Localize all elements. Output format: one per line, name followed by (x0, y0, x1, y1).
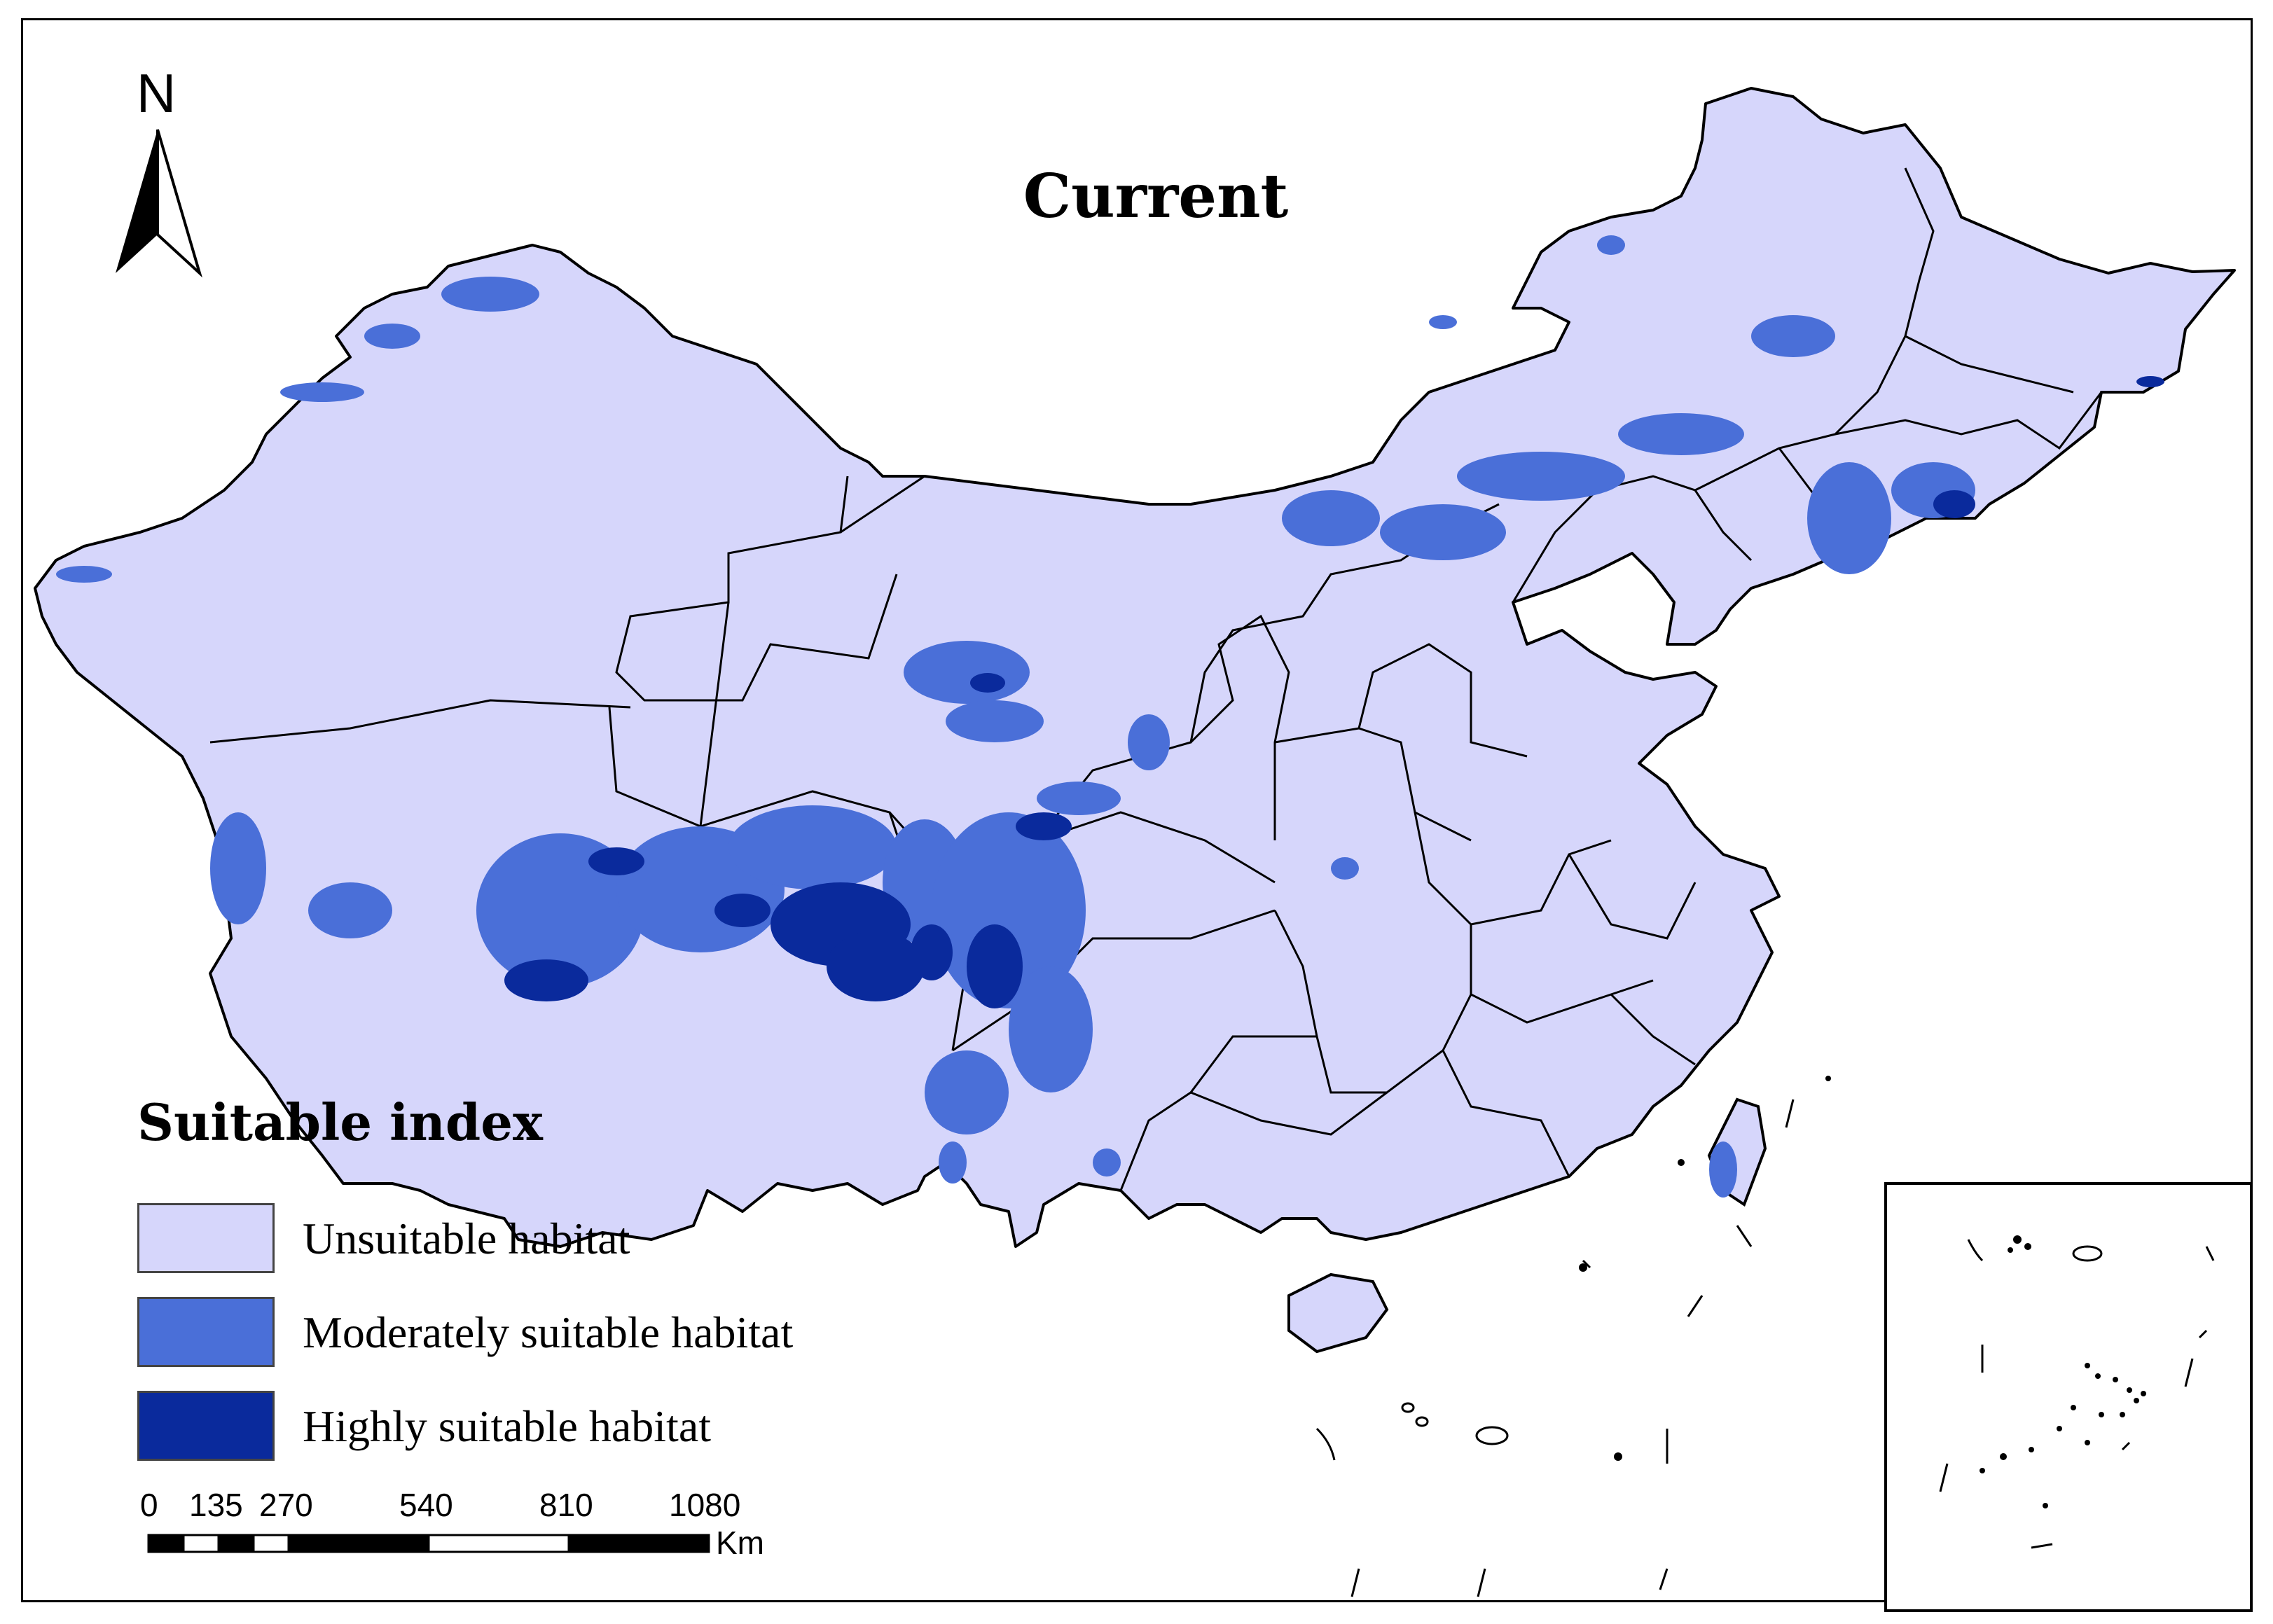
inset-map-frame (1884, 1182, 2253, 1612)
legend-swatch-unsuitable (137, 1203, 275, 1273)
legend-swatch-high (137, 1391, 275, 1461)
scale-tick-540: 540 (399, 1487, 453, 1523)
legend-swatch-moderate (137, 1297, 275, 1367)
scale-tick-135: 135 (189, 1487, 243, 1523)
scale-bar (147, 1534, 710, 1553)
south-sea-islands (1315, 1099, 1795, 1597)
legend-title: Suitable index (137, 1092, 543, 1152)
legend-label-high: Highly suitable habitat (303, 1401, 711, 1451)
scale-tick-0: 0 (140, 1487, 158, 1523)
inset-islands (1939, 1239, 2215, 1549)
legend-label-unsuitable: Unsuitable habitat (303, 1214, 630, 1263)
north-arrow-label: N (136, 62, 177, 124)
scale-tick-810: 810 (539, 1487, 593, 1523)
scale-unit: Km (716, 1525, 764, 1561)
high-habitat-patches (504, 376, 2164, 1008)
scale-tick-1080: 1080 (669, 1487, 741, 1523)
scale-tick-270: 270 (259, 1487, 313, 1523)
north-arrow (116, 129, 202, 278)
legend-label-moderate: Moderately suitable habitat (303, 1307, 794, 1357)
south-sea-dots (1579, 1076, 1831, 1461)
inset-dots (1980, 1235, 2146, 1508)
hainan-island (1287, 1272, 1389, 1354)
china-landmass (34, 87, 2236, 1248)
map-title: Current (1023, 161, 1289, 232)
